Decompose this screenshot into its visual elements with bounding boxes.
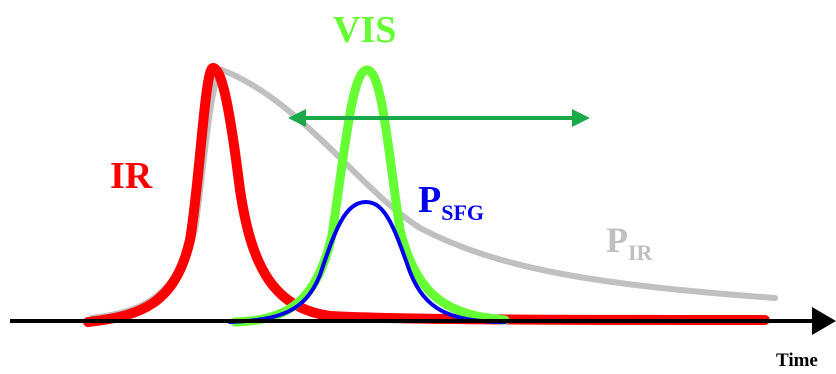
p-ir-label-main: P <box>606 220 628 260</box>
time-axis-arrow-icon <box>812 307 836 335</box>
ir-label: IR <box>110 155 153 197</box>
p-ir-label-sub: IR <box>628 240 654 265</box>
p-sfg-label-sub: SFG <box>441 200 484 225</box>
vis-label: VIS <box>333 9 396 51</box>
p-sfg-curve <box>228 199 507 324</box>
p-ir-label: PIR <box>606 220 654 265</box>
delay-double-arrow-icon <box>288 109 590 127</box>
time-axis-label: Time <box>776 350 818 371</box>
vis-pulse-curve <box>230 65 510 327</box>
p-sfg-label-main: P <box>418 179 441 221</box>
p-sfg-label: PSFG <box>418 179 484 225</box>
